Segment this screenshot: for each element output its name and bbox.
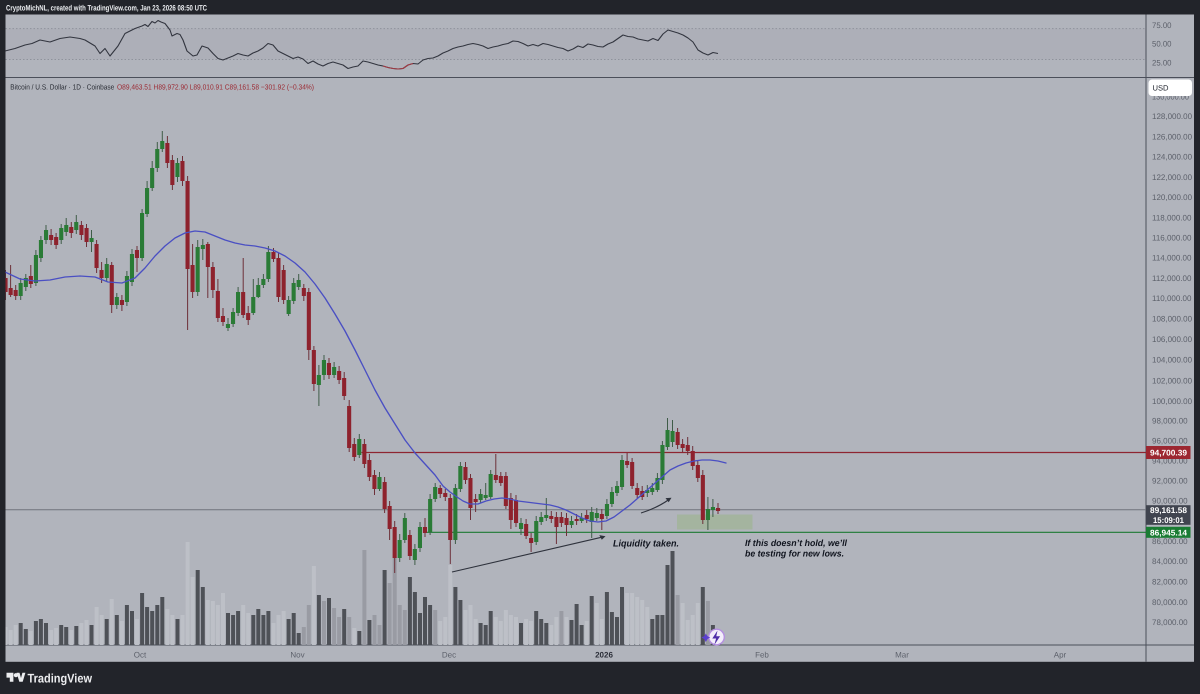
svg-text:80,000.00: 80,000.00	[1152, 598, 1188, 607]
svg-text:100,000.00: 100,000.00	[1152, 397, 1193, 406]
svg-text:89,161.58: 89,161.58	[1150, 506, 1187, 515]
svg-text:25.00: 25.00	[1152, 59, 1172, 68]
svg-text:Feb: Feb	[755, 651, 769, 660]
svg-text:2026: 2026	[595, 651, 613, 660]
svg-text:If this doesn’t hold, we’ll: If this doesn’t hold, we’ll	[745, 538, 847, 548]
svg-text:15:09:01: 15:09:01	[1153, 516, 1184, 525]
svg-text:130,000.00: 130,000.00	[1152, 93, 1190, 102]
svg-text:126,000.00: 126,000.00	[1152, 132, 1193, 141]
svg-text:Oct: Oct	[134, 651, 147, 660]
svg-text:Nov: Nov	[290, 651, 304, 660]
svg-text:102,000.00: 102,000.00	[1152, 376, 1193, 385]
svg-text:116,000.00: 116,000.00	[1152, 234, 1192, 243]
svg-text:O89,463.51 H89,972.90 L89,010.: O89,463.51 H89,972.90 L89,010.91 C89,161…	[117, 82, 314, 91]
svg-text:84,000.00: 84,000.00	[1152, 557, 1188, 566]
svg-text:90,000.00: 90,000.00	[1152, 496, 1188, 505]
svg-text:92,000.00: 92,000.00	[1152, 476, 1188, 485]
svg-text:Apr: Apr	[1054, 651, 1067, 660]
svg-text:104,000.00: 104,000.00	[1152, 356, 1193, 365]
svg-text:Liquidity taken.: Liquidity taken.	[613, 539, 679, 550]
svg-text:75.00: 75.00	[1152, 21, 1172, 30]
svg-text:Mar: Mar	[895, 651, 909, 660]
svg-text:78,000.00: 78,000.00	[1152, 618, 1188, 627]
svg-text:114,000.00: 114,000.00	[1152, 254, 1192, 263]
svg-text:50.00: 50.00	[1152, 40, 1172, 49]
svg-text:94,700.39: 94,700.39	[1150, 449, 1187, 458]
svg-text:110,000.00: 110,000.00	[1152, 294, 1192, 303]
svg-text:112,000.00: 112,000.00	[1152, 274, 1192, 283]
svg-text:TradingView: TradingView	[28, 672, 93, 686]
svg-text:128,000.00: 128,000.00	[1152, 112, 1193, 121]
svg-text:94,000.00: 94,000.00	[1152, 457, 1188, 466]
svg-text:86,000.00: 86,000.00	[1152, 537, 1188, 546]
svg-text:98,000.00: 98,000.00	[1152, 417, 1188, 426]
svg-text:USD: USD	[1153, 84, 1170, 93]
svg-text:Bitcoin / U.S. Dollar · 1D · C: Bitcoin / U.S. Dollar · 1D · Coinbase	[10, 82, 114, 91]
svg-text:be testing for new lows.: be testing for new lows.	[745, 549, 844, 559]
svg-text:118,000.00: 118,000.00	[1152, 213, 1192, 222]
svg-text:108,000.00: 108,000.00	[1152, 315, 1193, 324]
svg-text:82,000.00: 82,000.00	[1152, 578, 1188, 587]
svg-text:CryptoMichNL, created with Tra: CryptoMichNL, created with TradingView.c…	[6, 4, 207, 13]
svg-text:120,000.00: 120,000.00	[1152, 193, 1193, 202]
svg-text:96,000.00: 96,000.00	[1152, 437, 1188, 446]
svg-text:Dec: Dec	[442, 651, 456, 660]
svg-text:122,000.00: 122,000.00	[1152, 173, 1193, 182]
svg-text:124,000.00: 124,000.00	[1152, 153, 1193, 162]
svg-text:86,945.14: 86,945.14	[1150, 528, 1187, 537]
svg-text:106,000.00: 106,000.00	[1152, 335, 1193, 344]
